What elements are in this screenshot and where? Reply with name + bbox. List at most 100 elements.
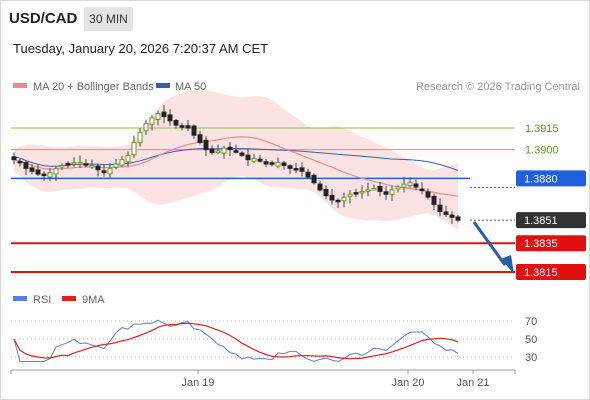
candle-down (239, 152, 245, 156)
candle-down (293, 168, 299, 171)
candle-down (329, 195, 335, 201)
bollinger-band-area (14, 90, 458, 230)
candle-up (215, 150, 221, 154)
pivot-label: 1.3880 (524, 173, 558, 185)
support-label-group: 1.3835 (516, 235, 586, 252)
candle-up (341, 196, 347, 202)
last-price-label-group: 1.3851 (516, 212, 586, 229)
pivot-label-box (516, 170, 586, 187)
support-label-group: 1.3815 (516, 264, 586, 280)
candle-down (305, 171, 311, 178)
candle-down (83, 163, 89, 166)
candle-up (47, 172, 53, 178)
candle-down (257, 158, 263, 162)
candle-down (443, 211, 449, 215)
candle-down (425, 191, 431, 198)
datetime-label: Tuesday, January 20, 2026 7:20:37 AM CET (13, 41, 269, 56)
x-axis: Jan 19 Jan 20 Jan 21 (10, 369, 516, 389)
candle-down (209, 148, 215, 153)
candle-down (449, 214, 455, 218)
candle-down (227, 146, 233, 151)
candle-up (71, 162, 77, 165)
candle-down (101, 170, 107, 174)
candle-down (29, 167, 35, 172)
candlesticks (11, 105, 461, 224)
candle-down (65, 162, 71, 166)
forecast-arrow (472, 221, 514, 274)
candle-up (113, 163, 119, 168)
x-axis-label: Jan 21 (456, 377, 489, 389)
candle-down (287, 165, 293, 169)
candle-down (419, 188, 425, 192)
last-price-label: 1.3851 (524, 215, 558, 227)
ma9-legend-swatch (62, 296, 76, 301)
credit-text: Research © 2026 Trading Central (416, 81, 580, 93)
candle-up (131, 141, 137, 156)
candle-down (383, 191, 389, 195)
candle-down (413, 183, 419, 188)
x-axis-label: Jan 20 (391, 377, 424, 389)
candle-down (203, 139, 209, 151)
candle-down (23, 162, 29, 169)
candle-up (89, 164, 95, 168)
candle-up (221, 147, 227, 154)
rsi-legend-swatch (13, 296, 27, 301)
rsi-tick-label: 70 (525, 316, 537, 328)
candle-down (353, 192, 359, 195)
candle-up (389, 189, 395, 195)
rsi-tick-label: 30 (525, 352, 537, 364)
candle-down (335, 199, 341, 203)
candle-up (59, 164, 65, 168)
candle-down (173, 120, 179, 126)
bollinger-bands (14, 90, 458, 230)
candle-down (455, 216, 461, 221)
candle-down (311, 174, 317, 184)
rsi-legend-label: RSI (33, 294, 51, 306)
candle-down (245, 154, 251, 161)
ma20-legend-swatch (13, 83, 27, 88)
symbol-title: USD/CAD (9, 10, 78, 27)
candle-down (269, 162, 275, 165)
candle-down (299, 167, 305, 172)
candle-down (437, 204, 443, 213)
candle-down (233, 150, 239, 153)
candle-down (263, 161, 269, 165)
candle-down (191, 125, 197, 136)
candle-down (95, 165, 101, 171)
candle-up (137, 131, 143, 144)
candle-up (407, 182, 413, 187)
candle-down (35, 169, 41, 175)
candle-down (185, 125, 191, 129)
candle-up (107, 167, 113, 175)
candle-up (371, 187, 377, 191)
last-price-label-box (516, 212, 586, 229)
rsi-ma9-line (13, 322, 459, 360)
x-axis-label: Jan 19 (181, 377, 214, 389)
candle-down (281, 162, 287, 166)
candle-up (401, 183, 407, 188)
candle-up (125, 154, 131, 163)
candle-up (143, 123, 149, 132)
resistance-label: 1.3900 (525, 145, 559, 157)
timeframe-button[interactable]: 30 MIN (84, 7, 133, 31)
candle-down (161, 111, 167, 117)
candle-down (431, 195, 437, 205)
candle-up (359, 190, 365, 194)
candle-down (17, 160, 23, 164)
candle-up (275, 162, 281, 167)
candle-up (149, 117, 155, 126)
support-label-box (516, 235, 586, 252)
candle-up (251, 157, 257, 162)
candle-up (347, 193, 353, 197)
candle-up (155, 113, 161, 121)
candle-down (323, 188, 329, 197)
rsi-panel: 70 50 30 (11, 316, 537, 364)
ma20-line (13, 136, 459, 197)
candle-down (41, 173, 47, 177)
support-label-box (516, 264, 586, 280)
candle-down (317, 183, 323, 191)
candle-up (77, 162, 83, 165)
candle-up (53, 167, 59, 175)
